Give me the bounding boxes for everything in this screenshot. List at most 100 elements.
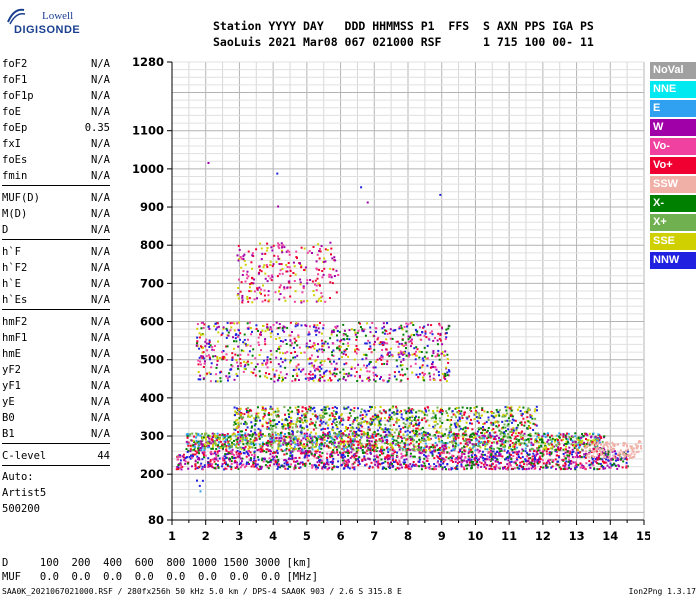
echo-point xyxy=(466,464,469,467)
echo-point xyxy=(356,419,358,422)
echo-point xyxy=(234,467,237,469)
echo-point xyxy=(277,464,280,467)
echo-point xyxy=(291,441,294,444)
echo-point xyxy=(394,451,396,453)
echo-point xyxy=(318,348,321,351)
echo-point xyxy=(461,428,464,431)
echo-point xyxy=(315,284,318,287)
echo-point xyxy=(414,358,417,361)
echo-point xyxy=(264,330,267,333)
param-value: N/A xyxy=(91,364,110,376)
echo-point xyxy=(208,339,211,342)
echo-point xyxy=(470,435,473,438)
echo-point xyxy=(320,422,323,425)
echo-point xyxy=(253,457,256,460)
echo-point xyxy=(482,459,485,462)
echo-point xyxy=(262,450,265,453)
echo-point xyxy=(393,449,396,452)
echo-point xyxy=(368,465,371,468)
echo-point xyxy=(491,468,494,471)
echo-point xyxy=(400,327,403,330)
echo-point xyxy=(527,438,530,441)
echo-point xyxy=(218,438,221,441)
echo-point xyxy=(236,426,238,429)
echo-point xyxy=(457,406,460,409)
echo-point xyxy=(308,462,311,465)
echo-point xyxy=(525,468,528,471)
echo-point xyxy=(323,445,326,448)
echo-point xyxy=(454,437,457,440)
echo-point xyxy=(412,409,415,412)
echo-point xyxy=(377,459,380,462)
echo-point xyxy=(465,445,468,448)
echo-point xyxy=(386,458,389,461)
echo-point xyxy=(455,426,458,429)
echo-point xyxy=(588,432,591,435)
echo-point xyxy=(371,322,374,324)
echo-point xyxy=(290,352,293,354)
echo-point xyxy=(468,448,471,451)
echo-point xyxy=(331,450,334,453)
echo-point xyxy=(240,349,243,352)
echo-point xyxy=(189,433,191,436)
echo-point xyxy=(303,434,306,437)
echo-point xyxy=(235,445,238,448)
echo-point xyxy=(292,346,295,349)
param-value: N/A xyxy=(91,224,110,236)
echo-point xyxy=(410,342,413,345)
echo-point xyxy=(437,431,440,434)
echo-point xyxy=(398,411,401,414)
echo-point xyxy=(286,249,289,252)
echo-point xyxy=(562,438,565,441)
echo-point xyxy=(426,436,429,439)
echo-point xyxy=(320,296,322,299)
echo-point xyxy=(407,464,410,467)
echo-point xyxy=(323,379,326,382)
echo-point xyxy=(562,434,565,437)
echo-point xyxy=(187,444,190,447)
echo-point xyxy=(366,448,369,451)
echo-point xyxy=(236,440,239,443)
echo-point xyxy=(466,442,469,445)
echo-point xyxy=(256,363,259,366)
echo-point xyxy=(289,424,292,427)
echo-point xyxy=(275,350,278,353)
echo-point xyxy=(581,466,584,468)
echo-point xyxy=(261,423,264,426)
echo-point xyxy=(503,449,506,452)
echo-point xyxy=(474,459,477,462)
echo-point xyxy=(514,448,517,451)
echo-point xyxy=(217,466,220,469)
echo-point xyxy=(281,380,283,383)
param-row-he: h`E N/A xyxy=(2,276,110,292)
echo-point xyxy=(287,424,290,427)
echo-point xyxy=(318,445,321,448)
echo-point xyxy=(513,451,516,454)
echo-point xyxy=(321,438,324,441)
echo-point xyxy=(243,447,246,450)
echo-point xyxy=(433,373,435,376)
echo-point xyxy=(498,462,501,465)
echo-point xyxy=(405,451,408,454)
echo-point xyxy=(376,375,378,378)
echo-point xyxy=(244,445,247,448)
echo-point xyxy=(320,364,323,366)
echo-point xyxy=(601,440,604,443)
echo-point xyxy=(477,434,480,437)
echo-point xyxy=(249,327,252,329)
echo-point xyxy=(386,322,389,325)
echo-point xyxy=(287,409,290,412)
echo-point xyxy=(291,410,294,413)
echo-point xyxy=(468,446,471,449)
echo-point xyxy=(522,460,525,463)
echo-point xyxy=(469,448,472,451)
echo-point xyxy=(264,252,267,255)
echo-point xyxy=(531,443,534,446)
echo-point xyxy=(327,357,330,360)
echo-point xyxy=(380,458,383,461)
echo-point xyxy=(292,375,294,378)
echo-point xyxy=(278,337,281,340)
echo-point xyxy=(332,268,335,271)
echo-point xyxy=(230,445,233,448)
echo-point xyxy=(249,459,252,462)
